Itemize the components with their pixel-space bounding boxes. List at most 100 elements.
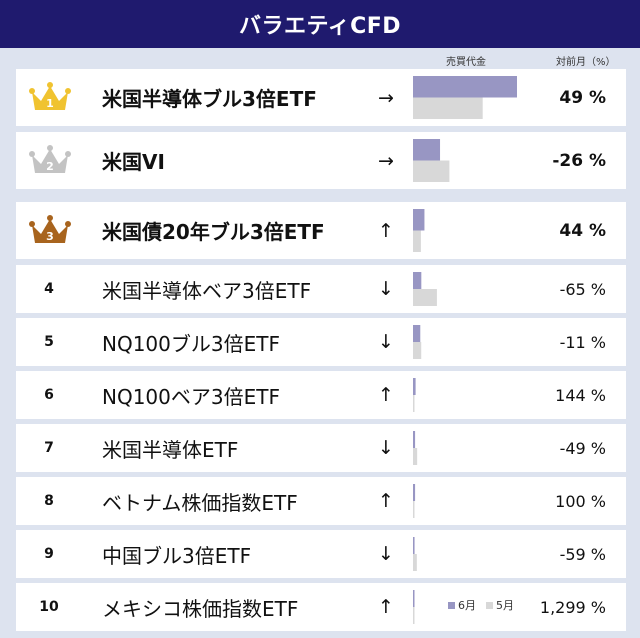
legend-june-swatch [448,601,455,609]
change-percent: 144 % [555,385,606,405]
ranking-row: 7 米国半導体ETF ↓ -49 % [16,424,626,472]
product-name: 米国半導体ベア3倍ETF [102,278,312,303]
bar-june [413,139,441,161]
rank-cell: 8 [16,477,82,525]
ranking-row: 6 NQ100ベア3倍ETF ↑ 144 % [16,371,626,419]
rank-number: 5 [44,334,54,350]
bar-may [413,97,483,119]
sales-bars [413,378,416,412]
ranking-row: 8 ベトナム株価指数ETF ↑ 100 % [16,477,626,525]
rank-number: 6 [44,387,54,403]
bar-may [413,342,422,359]
sales-bars [413,139,450,182]
sales-bars [413,325,422,359]
bar-june [413,590,415,607]
sales-bars [413,590,415,624]
rank-cell: 9 [16,530,82,578]
bar-june [413,272,422,289]
sales-bars [413,484,416,518]
change-percent: -11 % [559,332,606,352]
sales-bars [413,272,437,306]
change-percent: -59 % [559,544,606,564]
trend-arrow-icon: ↓ [378,331,394,353]
change-percent: -49 % [559,438,606,458]
ranking-row: 1 米国半導体ブル3倍ETF → 49 % [16,69,626,126]
rank-number: 9 [44,546,54,562]
rank-cell: 5 [16,318,82,366]
bar-june [413,431,416,448]
sales-column-header: 売買代金 [446,57,486,68]
crown-icon: 1 [29,81,71,110]
trend-arrow-icon: ↑ [378,219,394,242]
bar-may [413,448,418,465]
trend-arrow-icon: ↑ [378,384,394,406]
product-name: 米国半導体ブル3倍ETF [102,87,317,111]
rank-number: 7 [44,440,54,456]
legend-may-label: 5月 [496,599,514,612]
ranking-row: 10 メキシコ株価指数ETF ↑ 1,299 % [16,583,626,631]
ranking-row: 3 米国債20年ブル3倍ETF ↑ 44 % [16,202,626,259]
bar-may [413,395,415,412]
bar-june [413,378,416,395]
sales-bars [413,76,517,119]
product-name: ベトナム株価指数ETF [102,490,298,515]
rank-cell: 2 [16,132,82,189]
change-percent: 49 % [559,87,606,108]
ranking-row: 9 中国ブル3倍ETF ↓ -59 % [16,530,626,578]
product-name: NQ100ベア3倍ETF [102,384,280,409]
bar-june [413,325,421,342]
legend-may-swatch [486,601,493,609]
product-name: 中国ブル3倍ETF [102,543,252,568]
rank-number: 8 [44,493,54,509]
bar-may [413,289,437,306]
rank-cell: 1 [16,69,82,126]
sales-bars [413,537,417,571]
product-name: メキシコ株価指数ETF [102,596,299,621]
product-name: 米国半導体ETF [102,437,239,462]
bar-june [413,537,415,554]
rank-cell: 4 [16,265,82,313]
crown-rank-number: 3 [46,230,54,243]
rank-cell: 7 [16,424,82,472]
sales-bars [413,209,425,252]
change-percent: -26 % [552,150,606,171]
bar-may [413,230,421,252]
trend-arrow-icon: ↓ [378,278,394,300]
bar-june [413,209,425,231]
legend-june-label: 6月 [458,599,476,612]
change-percent: -65 % [559,279,606,299]
crown-rank-number: 1 [46,97,54,110]
ranking-row: 2 米国VI → -26 % [16,132,626,189]
sales-bars [413,431,418,465]
crown-icon: 2 [29,144,71,173]
ranking-row: 5 NQ100ブル3倍ETF ↓ -11 % [16,318,626,366]
crown-icon: 3 [29,214,71,243]
change-percent: 100 % [555,491,606,511]
rank-cell: 6 [16,371,82,419]
product-name: 米国VI [102,150,165,174]
trend-arrow-icon: → [378,149,394,172]
bar-may [413,501,415,518]
change-percent: 44 % [559,220,606,241]
trend-arrow-icon: ↑ [378,596,394,618]
bar-june [413,76,517,98]
rank-number: 4 [44,281,54,297]
product-name: 米国債20年ブル3倍ETF [102,220,325,244]
trend-arrow-icon: → [378,86,394,109]
change-percent: 1,299 % [539,597,606,617]
trend-arrow-icon: ↓ [378,543,394,565]
rank-number: 10 [39,599,59,615]
product-name: NQ100ブル3倍ETF [102,331,280,356]
rank-cell: 10 [16,583,82,631]
crown-rank-number: 2 [46,160,54,173]
trend-arrow-icon: ↓ [378,437,394,459]
bar-june [413,484,416,501]
legend: 6月 5月 [448,597,514,613]
ranking-row: 4 米国半導体ベア3倍ETF ↓ -65 % [16,265,626,313]
page-title: バラエティCFD [0,0,640,48]
bar-may [413,554,417,571]
rank-cell: 3 [16,202,82,259]
bar-may [413,607,415,624]
bar-may [413,160,450,182]
trend-arrow-icon: ↑ [378,490,394,512]
